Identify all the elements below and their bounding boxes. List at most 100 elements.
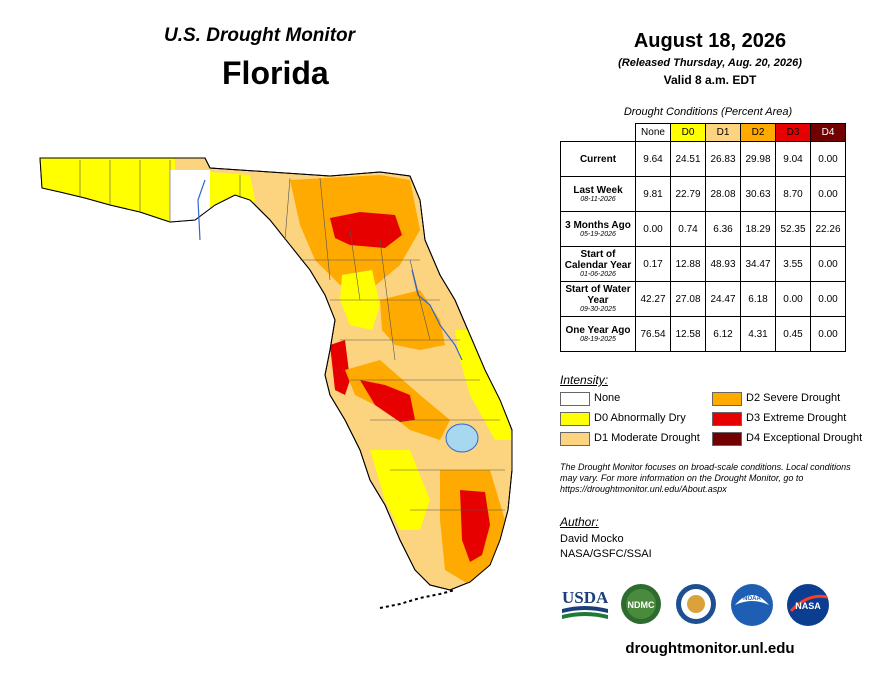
- table-cell: 24.51: [670, 141, 706, 177]
- row-label-text: Start of Calendar Year: [564, 249, 632, 271]
- author-org: NASA/GSFC/SSAI: [560, 548, 652, 560]
- row-label: Start of Water Year 09-30-2025: [560, 281, 636, 317]
- valid-time: Valid 8 a.m. EDT: [663, 73, 757, 87]
- author-name: David Mocko: [560, 533, 624, 545]
- table-cell: 0.45: [775, 316, 811, 352]
- table-row: One Year Ago 08-19-2025 76.54 12.58 6.12 4.31…: [560, 316, 846, 352]
- table-cell: 22.79: [670, 176, 706, 212]
- table-cell: 76.54: [635, 316, 671, 352]
- table-cell: 0.00: [810, 316, 846, 352]
- region-d0-east-coast: [455, 330, 512, 440]
- region-d0-west-panhandle: [40, 158, 175, 230]
- svg-text:NOAA: NOAA: [743, 596, 761, 602]
- col-header-d3: D3: [775, 123, 811, 142]
- row-date: 08-19-2025: [580, 335, 616, 343]
- table-cell: 9.81: [635, 176, 671, 212]
- table-cell: 27.08: [670, 281, 706, 317]
- row-date: 09-30-2025: [580, 306, 616, 313]
- row-label: Current: [560, 141, 636, 177]
- table-cell: 8.70: [775, 176, 811, 212]
- table-cell: 42.27: [635, 281, 671, 317]
- table-cell: 0.17: [635, 246, 671, 282]
- legend-swatch: [560, 432, 590, 446]
- col-header-d2: D2: [740, 123, 776, 142]
- table-cell: 0.00: [635, 211, 671, 247]
- legend-label: D3 Extreme Drought: [746, 412, 847, 424]
- table-row: Current 9.64 24.51 26.83 29.98 9.04 0.00: [560, 141, 846, 177]
- legend-swatch: [712, 392, 742, 406]
- table-cell: 29.98: [740, 141, 776, 177]
- nasa-logo: NASA: [785, 583, 831, 632]
- legend-label: D1 Moderate Drought: [594, 432, 700, 444]
- st-johns-river: [411, 269, 463, 361]
- legend-label: None: [594, 392, 621, 404]
- footer-url[interactable]: droughtmonitor.unl.edu: [625, 640, 795, 657]
- table-cell: 9.64: [635, 141, 671, 177]
- author-block: David Mocko NASA/GSFC/SSAI: [560, 532, 652, 562]
- region-d0-central-panhandle: [210, 172, 255, 235]
- release-date: (Released Thursday, Aug. 20, 2026): [618, 57, 802, 69]
- table-cell: 6.18: [740, 281, 776, 317]
- legend-swatch: [712, 412, 742, 426]
- table-cell: 4.31: [740, 316, 776, 352]
- row-label-text: 3 Months Ago: [565, 219, 631, 231]
- row-label: Last Week 08-11-2026: [560, 176, 636, 212]
- row-label-text: One Year Ago: [565, 324, 631, 336]
- map-date: August 18, 2026: [633, 30, 787, 52]
- table-cell: 28.08: [705, 176, 741, 212]
- row-label-text: Current: [579, 153, 617, 165]
- legend-label: D4 Exceptional Drought: [746, 432, 863, 444]
- florida-drought-map: [39, 157, 513, 609]
- legend-swatch: [560, 392, 590, 406]
- noaa-logo: NOAA: [730, 583, 774, 632]
- table-cell: 52.35: [775, 211, 811, 247]
- apalachicola-river: [197, 179, 206, 241]
- row-label: Start of Calendar Year 01-06-2026: [560, 246, 636, 282]
- table-row: Last Week 08-11-2026 9.81 22.79 28.08 30.63 8.…: [560, 176, 846, 212]
- usda-logo: USDA: [560, 583, 610, 628]
- row-date: 05-19-2026: [580, 230, 616, 238]
- table-cell: 12.58: [670, 316, 706, 352]
- map-subtitle: U.S. Drought Monitor: [164, 25, 356, 46]
- table-row: Start of Calendar Year 01-06-2026 0.17 12.8…: [560, 246, 846, 282]
- row-date: 01-06-2026: [580, 271, 616, 278]
- region-d3-southwest: [360, 380, 415, 422]
- table-cell: 0.00: [810, 141, 846, 177]
- table-caption: Drought Conditions (Percent Area): [623, 106, 793, 118]
- region-d3-south: [460, 490, 490, 562]
- table-cell: 34.47: [740, 246, 776, 282]
- legend-label: D2 Severe Drought: [746, 392, 841, 404]
- table-row: Start of Water Year 09-30-2025 42.27 27.08 2…: [560, 281, 846, 317]
- legend-swatch: [712, 432, 742, 446]
- legend-title: Intensity:: [560, 373, 609, 387]
- svg-text:USDA: USDA: [562, 588, 609, 607]
- table-cell: 0.00: [810, 176, 846, 212]
- col-header-d4: D4: [810, 123, 846, 142]
- table-cell: 6.36: [705, 211, 741, 247]
- table-header-row: None D0 D1 D2 D3 D4: [561, 123, 846, 142]
- author-label: Author:: [560, 515, 599, 529]
- row-date: 08-11-2026: [580, 195, 616, 203]
- table-cell: 30.63: [740, 176, 776, 212]
- disclaimer-note: The Drought Monitor focuses on broad-sca…: [560, 462, 851, 494]
- table-cell: 0.00: [810, 246, 846, 282]
- svg-text:NASA: NASA: [795, 601, 821, 611]
- region-d3-west-coast: [330, 340, 350, 395]
- lake-okeechobee: [445, 423, 479, 453]
- col-header-none: None: [635, 123, 671, 142]
- row-label: 3 Months Ago 05-19-2026: [560, 211, 636, 247]
- row-label-text: Last Week: [573, 184, 623, 196]
- table-cell: 26.83: [705, 141, 741, 177]
- region-none-panhandle: [170, 170, 215, 240]
- table-cell: 0.00: [775, 281, 811, 317]
- drought-conditions-table: None D0 D1 D2 D3 D4 Current 9.64 24.51 26.8…: [560, 123, 846, 352]
- table-cell: 0.00: [810, 281, 846, 317]
- legend-swatch: [560, 412, 590, 426]
- table-cell: 12.88: [670, 246, 706, 282]
- table-cell: 24.47: [705, 281, 741, 317]
- table-cell: 22.26: [810, 211, 846, 247]
- region-d3-north: [330, 212, 402, 248]
- doc-logo: [675, 583, 717, 630]
- table-cell: 48.93: [705, 246, 741, 282]
- table-cell: 6.12: [705, 316, 741, 352]
